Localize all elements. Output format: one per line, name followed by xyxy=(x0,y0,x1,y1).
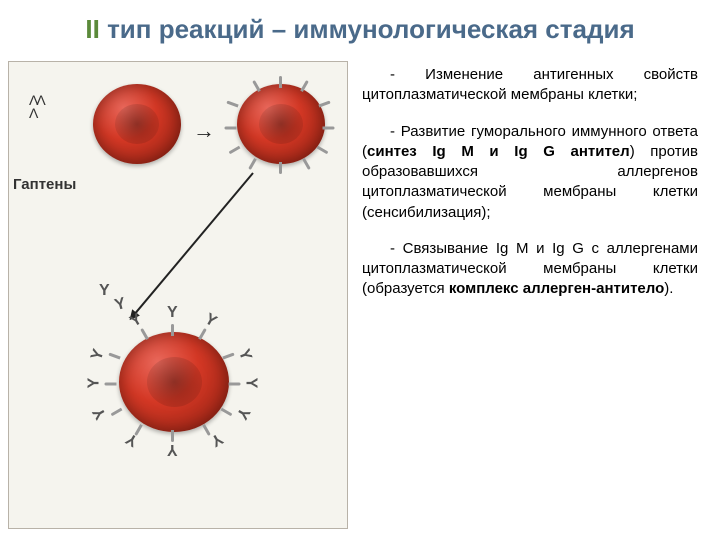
text-column: - Изменение антигенных свойств цитоплазм… xyxy=(348,55,720,535)
cell-body xyxy=(119,332,229,432)
paragraph-2: - Развитие гуморального иммунного ответа… xyxy=(362,122,698,223)
spike-icon xyxy=(171,324,174,336)
cell-spiked xyxy=(237,84,325,164)
spike-icon xyxy=(317,146,329,155)
title-main: тип реакций – иммунологическая стадия xyxy=(100,14,635,44)
spike-icon xyxy=(111,408,123,417)
content-area: ΛΛ Λ Гаптены → Y Y xyxy=(0,55,720,535)
antibody-icon: Y xyxy=(167,440,178,458)
spike-icon xyxy=(108,353,120,360)
cell-plain xyxy=(93,84,181,164)
spike-icon xyxy=(222,353,234,360)
slide-title: II тип реакций – иммунологическая стадия xyxy=(0,0,720,55)
p3-bold: комплекс аллерген-антитело xyxy=(449,280,664,297)
antibody-icon: Y xyxy=(90,404,111,422)
antibody-icon: Y xyxy=(85,378,103,389)
spike-icon xyxy=(229,383,241,386)
antibody-icon: Y xyxy=(234,347,255,363)
cell-antibody-bound: Y Y Y Y Y Y Y Y Y Y Y Y xyxy=(119,332,229,432)
spike-icon xyxy=(140,328,149,340)
spike-icon xyxy=(105,383,117,386)
title-roman: II xyxy=(85,14,99,44)
spike-icon xyxy=(248,158,257,170)
hapten-symbols: ΛΛ Λ xyxy=(29,94,44,119)
spike-icon xyxy=(226,101,238,108)
antibody-icon: Y xyxy=(88,347,109,363)
spike-icon xyxy=(323,127,335,130)
antibody-icon: Y xyxy=(113,295,128,315)
paragraph-1: - Изменение антигенных свойств цитоплазм… xyxy=(362,65,698,106)
cell-dimple xyxy=(115,104,159,144)
paragraph-3: - Связывание Ig M и Ig G с аллергенами ц… xyxy=(362,239,698,300)
antibody-icon: Y xyxy=(207,429,225,450)
antibody-icon: Y xyxy=(123,429,141,450)
spike-icon xyxy=(229,146,241,155)
cell-body xyxy=(93,84,181,164)
spike-icon xyxy=(198,328,207,340)
hapten-label: Гаптены xyxy=(13,176,76,193)
spike-icon xyxy=(302,158,311,170)
spike-icon xyxy=(279,162,282,174)
antibody-icon: Y xyxy=(241,378,259,389)
antibody-icon: Y xyxy=(167,304,178,322)
antibody-icon: Y xyxy=(99,282,110,300)
cell-body xyxy=(237,84,325,164)
arrow-right: → xyxy=(193,118,215,144)
spike-icon xyxy=(318,101,330,108)
spike-icon xyxy=(252,80,261,92)
spike-icon xyxy=(279,76,282,88)
arrow-diagonal xyxy=(130,172,254,319)
antibody-icon: Y xyxy=(232,404,253,422)
diagram-panel: ΛΛ Λ Гаптены → Y Y xyxy=(8,61,348,529)
cell-dimple xyxy=(259,104,303,144)
p2-bold: синтез Ig M и Ig G антител xyxy=(367,143,630,160)
spike-icon xyxy=(221,408,233,417)
cell-dimple xyxy=(147,357,202,407)
p3-suffix: ). xyxy=(664,280,673,297)
spike-icon xyxy=(225,127,237,130)
